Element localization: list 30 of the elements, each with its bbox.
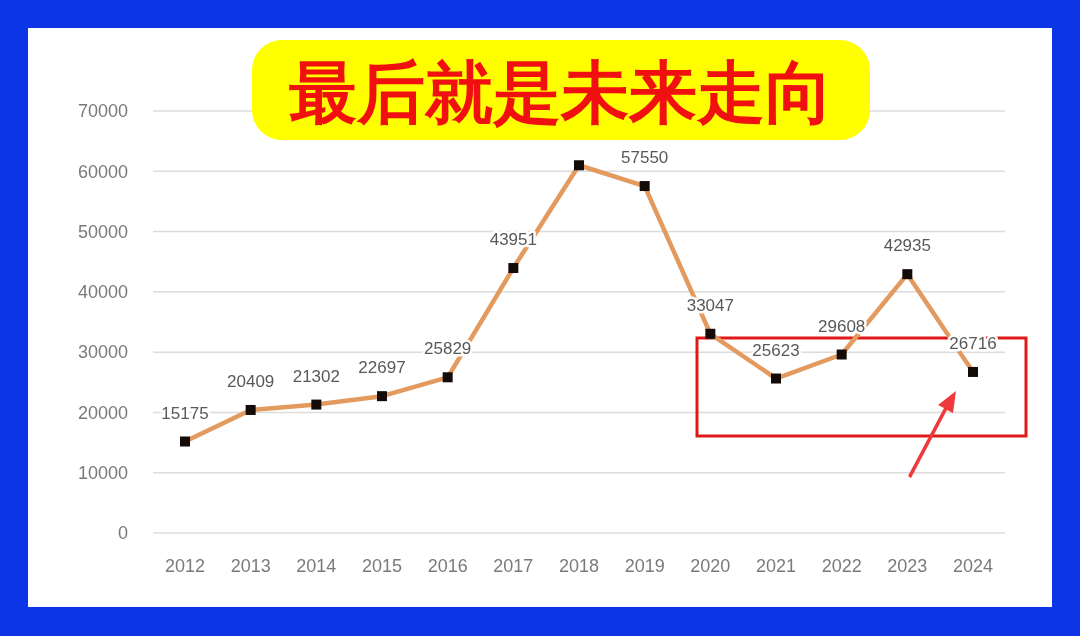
data-label: 20409 [227, 371, 275, 391]
data-label: 22697 [358, 358, 406, 378]
x-tick-label: 2022 [821, 556, 862, 577]
y-tick-label: 40000 [77, 282, 128, 303]
x-tick-label: 2015 [361, 556, 403, 577]
x-tick-label: 2017 [493, 556, 534, 577]
x-tick-label: 2021 [755, 556, 797, 577]
y-tick-label: 70000 [77, 101, 128, 122]
y-tick-label: 30000 [77, 342, 128, 363]
x-tick-label: 2024 [952, 556, 994, 577]
y-tick-label: 20000 [77, 402, 128, 423]
data-label: 15175 [161, 403, 209, 423]
x-tick-label: 2018 [558, 556, 600, 577]
data-label: 21302 [292, 366, 340, 386]
x-tick-label: 2012 [164, 556, 206, 577]
data-label: 42935 [883, 236, 931, 256]
y-tick-label: 0 [117, 523, 128, 544]
x-tick-label: 2014 [296, 556, 337, 577]
x-tick-label: 2016 [427, 556, 468, 577]
y-tick-label: 50000 [77, 221, 128, 242]
y-tick-label: 60000 [77, 161, 128, 182]
chart-title: 最后就是未来走向 [289, 53, 833, 130]
x-tick-label: 2023 [887, 556, 928, 577]
data-label: 29608 [818, 316, 866, 336]
x-tick-label: 2020 [690, 556, 731, 577]
y-tick-label: 10000 [77, 463, 128, 484]
x-tick-label: 2013 [230, 556, 271, 577]
data-label: 57550 [621, 148, 669, 168]
x-tick-label: 2019 [624, 556, 665, 577]
data-label: 25623 [752, 340, 800, 360]
